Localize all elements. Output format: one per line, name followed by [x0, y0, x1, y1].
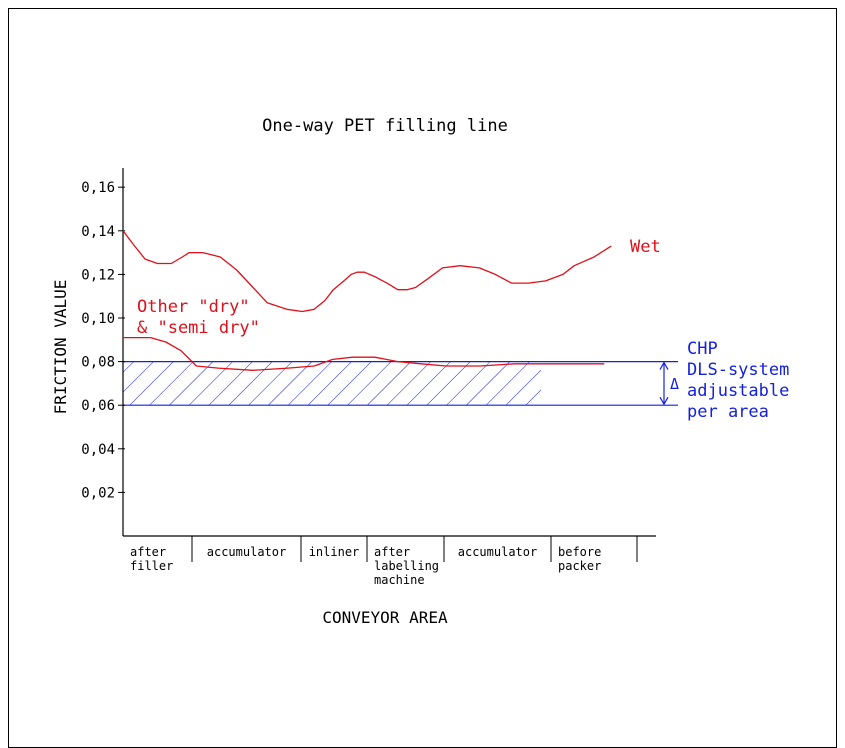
- y-tick-label: 0,04: [81, 442, 115, 458]
- y-tick-label: 0,14: [81, 224, 115, 240]
- delta-symbol: Δ: [670, 375, 679, 393]
- x-category-label: accumulator: [207, 545, 286, 559]
- y-axis-label: FRICTION VALUE: [51, 280, 70, 415]
- y-tick-label: 0,12: [81, 267, 115, 283]
- x-category-label: labelling: [374, 559, 439, 573]
- x-category-label: machine: [374, 573, 425, 587]
- y-tick-label: 0,02: [81, 485, 115, 501]
- wet-label: Wet: [630, 237, 661, 257]
- band-label-line-4: per area: [687, 402, 769, 422]
- band-label-line-1: CHP: [687, 339, 718, 359]
- friction-chart: One-way PET filling line FRICTION VALUE …: [51, 116, 789, 627]
- y-tick-label: 0,10: [81, 311, 115, 327]
- x-category-label: inliner: [309, 545, 360, 559]
- band-label-line-3: adjustable: [687, 381, 789, 401]
- band-arrowhead-up: [659, 361, 669, 370]
- dry-label-line-2: & "semi dry": [137, 318, 260, 338]
- series-line-wet: [122, 230, 612, 313]
- x-category-label: accumulator: [458, 545, 537, 559]
- axes: [122, 168, 656, 537]
- dry-label-line-1: Other "dry": [137, 297, 250, 317]
- band-arrowhead-down: [659, 396, 669, 406]
- y-tick-label: 0,08: [81, 355, 115, 371]
- x-category-label: after: [130, 545, 166, 559]
- series-line-dry: [123, 336, 605, 371]
- dls-band: [123, 361, 678, 406]
- band-label-line-2: DLS-system: [687, 360, 789, 380]
- x-category-label: filler: [130, 559, 173, 573]
- x-category-label: after: [374, 545, 410, 559]
- chart-title: One-way PET filling line: [262, 116, 508, 136]
- x-axis-label: CONVEYOR AREA: [322, 608, 448, 627]
- band-hatch: [123, 361, 541, 406]
- x-category-label: before: [558, 545, 601, 559]
- y-ticks: 0,16 0,14 0,12 0,10 0,08 0,06 0,04 0,02: [81, 180, 125, 501]
- x-category-label: packer: [558, 559, 601, 573]
- y-tick-label: 0,16: [81, 180, 115, 196]
- y-tick-label: 0,06: [81, 398, 115, 414]
- series: [122, 230, 612, 371]
